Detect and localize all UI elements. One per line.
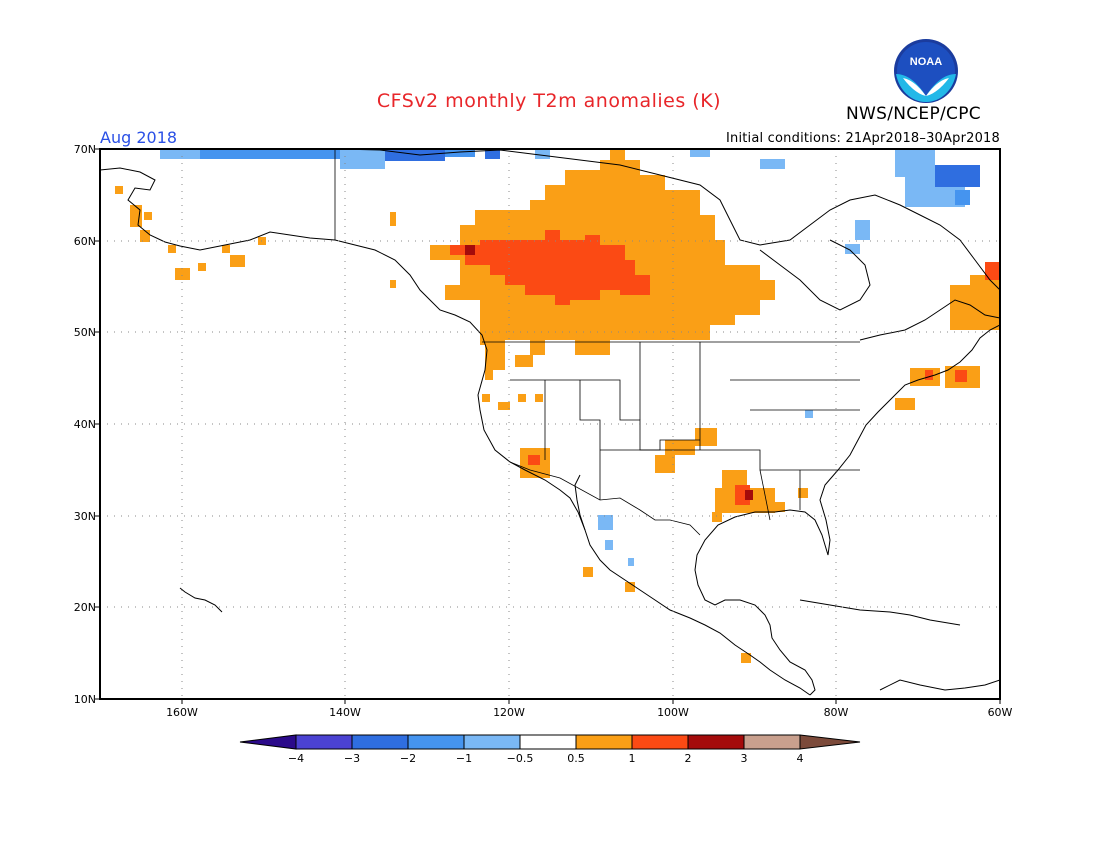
lat-label-50n: 50N: [73, 326, 96, 339]
lon-label-140w: 140W: [329, 706, 361, 719]
agency-label: NWS/NCEP/CPC: [846, 104, 981, 124]
colorbar-swatch-m3-m2: [351, 734, 409, 750]
colorbar-label: −2: [399, 752, 417, 765]
colorbar-swatch-3-4: [743, 734, 801, 750]
colorbar-label: 2: [684, 752, 692, 765]
valid-month: Aug 2018: [100, 128, 178, 147]
initial-conditions: Initial conditions: 21Apr2018–30Apr2018: [725, 131, 1000, 146]
colorbar-label: 3: [740, 752, 748, 765]
lon-label-120w: 120W: [493, 706, 525, 719]
colorbar-swatch-1-2: [631, 734, 689, 750]
colorbar-label: −3: [343, 752, 361, 765]
lat-label-70n: 70N: [73, 143, 96, 156]
colorbar-label: −1: [455, 752, 473, 765]
colorbar-swatch-gt-4: [799, 734, 861, 750]
lon-label-60w: 60W: [987, 706, 1013, 719]
lat-label-20n: 20N: [73, 601, 96, 614]
colorbar: [239, 734, 861, 750]
colorbar-swatch-m4-m3: [295, 734, 353, 750]
graticule: [100, 149, 1000, 699]
colorbar-swatch-m2-m1: [407, 734, 465, 750]
colorbar-swatch-05-1: [575, 734, 633, 750]
colorbar-label: −4: [287, 752, 305, 765]
lon-label-160w: 160W: [166, 706, 198, 719]
colorbar-label: 1: [628, 752, 636, 765]
lat-label-40n: 40N: [73, 418, 96, 431]
lon-label-100w: 100W: [657, 706, 689, 719]
map-title: CFSv2 monthly T2m anomalies (K): [376, 90, 722, 112]
colorbar-label: 4: [796, 752, 804, 765]
lat-label-30n: 30N: [73, 510, 96, 523]
colorbar-swatch-m1-m05: [463, 734, 521, 750]
lat-label-60n: 60N: [73, 235, 96, 248]
noaa-logo: NOAA: [894, 39, 958, 103]
lat-label-10n: 10N: [73, 693, 96, 706]
colorbar-label: −0.5: [506, 752, 534, 765]
political-borders: [334, 149, 860, 536]
logo-text: NOAA: [910, 56, 942, 68]
colorbar-swatch-lt-4: [239, 734, 297, 750]
colorbar-label: 0.5: [567, 752, 585, 765]
colorbar-swatch-2-3: [687, 734, 745, 750]
axis-ticks: [95, 148, 1001, 704]
anomaly-field: [115, 149, 1000, 663]
colorbar-swatch-neutral: [519, 734, 577, 750]
coastlines: [100, 149, 1000, 696]
lon-label-80w: 80W: [823, 706, 849, 719]
